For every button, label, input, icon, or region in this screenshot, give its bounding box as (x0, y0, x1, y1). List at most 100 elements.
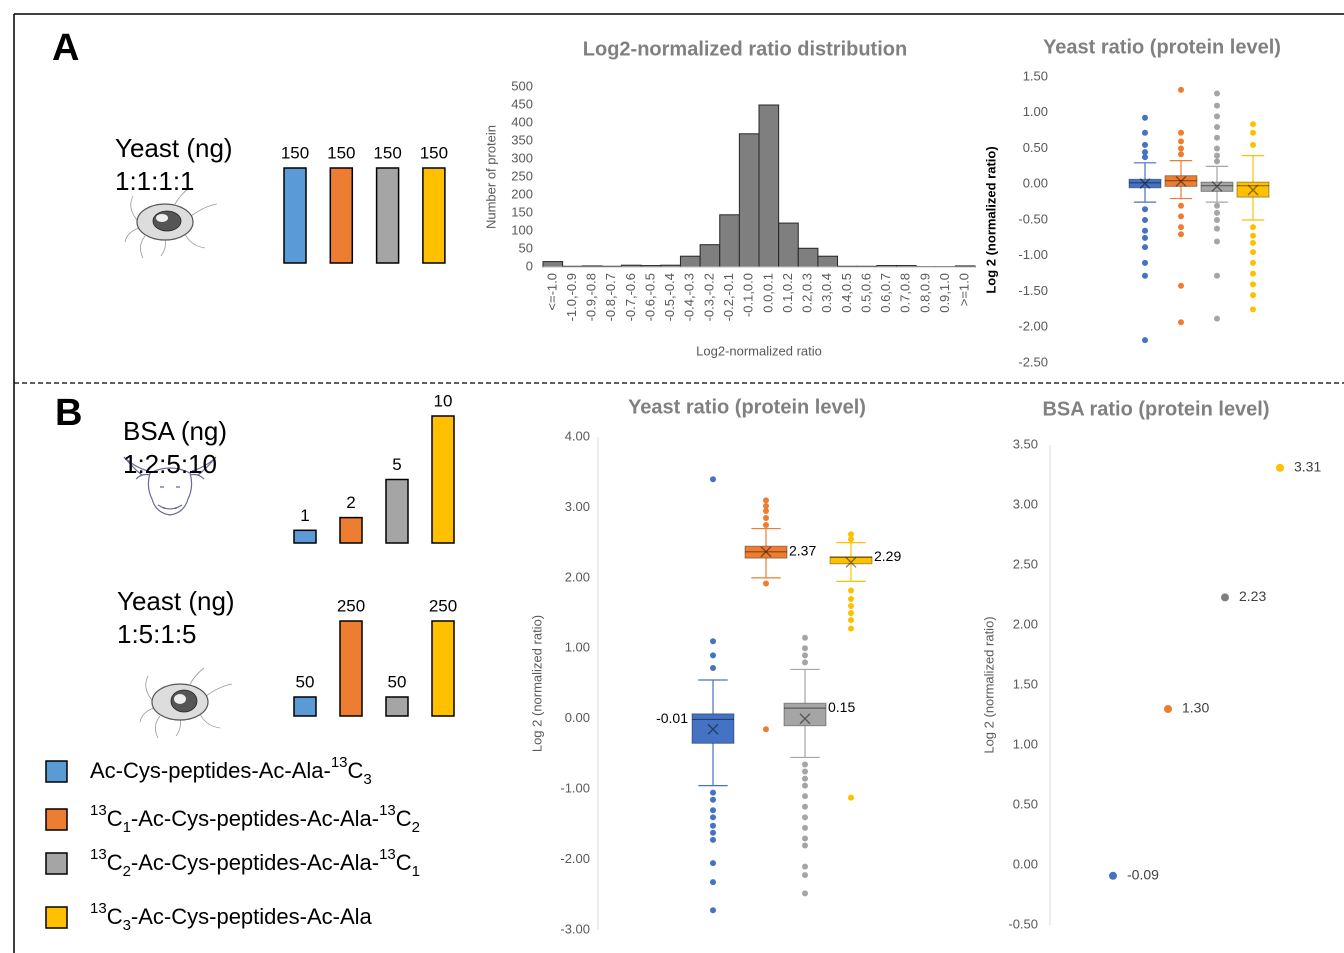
bar-value-label: 250 (337, 596, 365, 615)
outlier (1214, 209, 1220, 216)
histogram-bar (817, 255, 839, 268)
outlier (1178, 138, 1184, 145)
panel-label: B (55, 392, 82, 434)
x-tick-label: -0.3,-0.2 (701, 273, 716, 321)
box (783, 702, 827, 727)
outlier (710, 652, 716, 659)
y-tick-label: -2.50 (1018, 354, 1048, 369)
y-tick-label: 3.50 (1013, 436, 1038, 451)
bar-value-label: 10 (434, 391, 453, 410)
histogram-bar (778, 222, 799, 268)
amount-bar (329, 167, 354, 264)
outlier (1142, 149, 1148, 156)
outlier (1250, 232, 1256, 239)
x-tick-label: -0.9,-0.8 (584, 273, 599, 321)
outlier (710, 638, 716, 645)
outlier (1250, 270, 1256, 277)
outlier (802, 824, 808, 831)
y-tick-label: 1.00 (1023, 104, 1048, 119)
x-tick-label: 0.9,1.0 (937, 273, 952, 313)
bar-value-label: 5 (392, 455, 401, 474)
mean-marker (1175, 175, 1187, 187)
outlier (802, 890, 808, 897)
x-tick-label: 0.6,0.7 (878, 273, 893, 313)
outlier (1142, 217, 1148, 223)
outlier (802, 863, 808, 870)
y-tick-label: 1.00 (1013, 736, 1038, 751)
legend-text-part: -Ac-Cys-peptides-Ac-Ala (131, 904, 373, 929)
outlier (802, 793, 808, 800)
y-tick-label: 150 (511, 204, 533, 219)
y-tick-label: -0.50 (1018, 211, 1048, 226)
outlier (1250, 224, 1256, 231)
mean-marker (845, 556, 857, 568)
outlier (802, 768, 808, 775)
y-tick-label: 0.00 (1013, 856, 1038, 871)
amount-bar (385, 478, 409, 544)
outlier (1250, 141, 1256, 148)
outlier (1250, 239, 1256, 246)
legend-text-part: 13 (379, 846, 396, 863)
legend-label: 13C1-Ac-Cys-peptides-Ac-Ala-13C2 (90, 802, 420, 836)
box (829, 556, 873, 565)
x-tick-label: -0.5,-0.4 (662, 273, 677, 321)
mean-marker (760, 546, 772, 558)
amount-bar (375, 167, 400, 264)
y-tick-label: 4.00 (565, 428, 590, 443)
y-tick-label: 500 (511, 78, 533, 93)
y-tick-label: 1.50 (1013, 676, 1038, 691)
outlier (848, 595, 854, 602)
y-tick-label: 3.00 (1013, 496, 1038, 511)
legend-text-part: 13 (331, 754, 348, 771)
x-tick-label: >=1.0 (957, 273, 972, 306)
outlier (1142, 206, 1148, 213)
box (744, 545, 788, 559)
outlier (710, 476, 716, 483)
outlier (1214, 225, 1220, 232)
x-tick-label: 0.1,0.2 (780, 273, 795, 313)
y-tick-label: -1.00 (560, 781, 590, 796)
x-tick-label: -0.4,-0.3 (682, 273, 697, 321)
point (1276, 463, 1284, 472)
outlier (1178, 224, 1184, 231)
bar-value-label: 50 (388, 672, 407, 691)
outlier (848, 536, 854, 543)
y-tick-label: -1.50 (1018, 283, 1048, 298)
bar-value-label: 2 (346, 493, 355, 512)
y-tick-label: 0 (526, 258, 533, 273)
legend-text-part: 1 (123, 819, 131, 836)
legend-text-part: 13 (90, 900, 107, 917)
sample-ratio: 1:1:1:1 (115, 166, 195, 196)
chart-title: Yeast ratio (protein level) (628, 396, 866, 418)
y-tick-label: 1.50 (1023, 68, 1048, 83)
outlier (1214, 145, 1220, 152)
amount-bar (385, 696, 409, 717)
outlier (1178, 129, 1184, 136)
outlier (1214, 315, 1220, 322)
panel-label: A (52, 27, 79, 69)
amount-bar (431, 415, 455, 544)
outlier (1214, 134, 1220, 141)
outlier (710, 789, 716, 796)
outlier (1214, 152, 1220, 159)
outlier (710, 860, 716, 867)
legend-label: 13C2-Ac-Cys-peptides-Ac-Ala-13C1 (90, 846, 420, 880)
outlier (1142, 244, 1148, 251)
y-tick-label: -3.00 (560, 921, 590, 936)
y-axis-label: Log 2 (normalized ratio) (981, 616, 996, 753)
outlier (1178, 319, 1184, 326)
outlier (1142, 227, 1148, 234)
chart-title: Yeast ratio (protein level) (1043, 36, 1281, 58)
x-tick-label: 0.8,0.9 (917, 273, 932, 313)
legend-text-part: 2 (412, 819, 420, 836)
outlier (1178, 202, 1184, 209)
y-tick-label: 300 (511, 150, 533, 165)
y-tick-label: 100 (511, 222, 533, 237)
outlier (1178, 282, 1184, 289)
outlier (763, 522, 769, 529)
outlier (1214, 124, 1220, 131)
x-tick-label: 0.7,0.8 (898, 273, 913, 313)
outlier (1142, 272, 1148, 279)
point (1109, 871, 1117, 880)
